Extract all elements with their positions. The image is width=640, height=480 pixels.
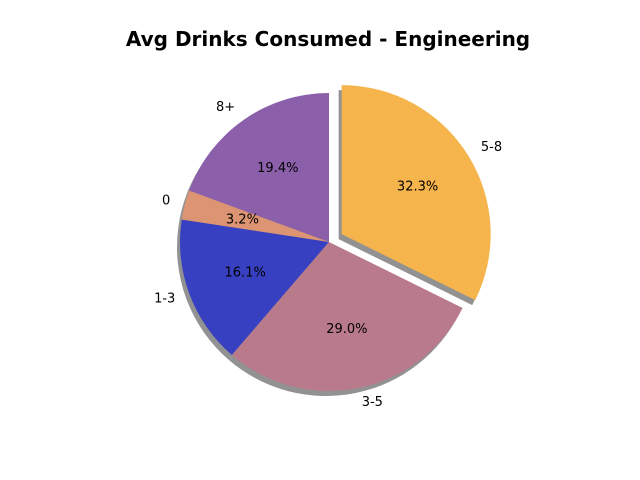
- slice-label-5-8: 5-8: [481, 140, 502, 155]
- chart-title: Avg Drinks Consumed - Engineering: [125, 27, 531, 51]
- slice-percent-1-3: 16.1%: [225, 266, 266, 281]
- slice-label-0: 0: [162, 194, 170, 209]
- pie-slice-8plus: [189, 93, 329, 242]
- slice-percent-0: 3.2%: [226, 212, 259, 227]
- slice-label-8plus: 8+: [216, 100, 235, 115]
- slice-label-1-3: 1-3: [154, 291, 175, 306]
- slice-percent-8plus: 19.4%: [257, 161, 298, 176]
- pie-slice-1-3: [180, 219, 329, 355]
- pie-slice-3-5: [231, 242, 463, 391]
- pie-slice-0: [181, 190, 329, 242]
- slice-label-3-5: 3-5: [362, 395, 383, 410]
- pie-label-layer: 8+ 19.4% 0 3.2% 1-3 16.1% 3-5 29.0% 5-8 32.3%: [154, 100, 502, 410]
- pie-slice-5-8: [341, 85, 491, 301]
- pie-wedge-layer: [180, 85, 491, 391]
- slice-percent-3-5: 29.0%: [326, 322, 367, 337]
- slice-percent-5-8: 32.3%: [397, 179, 438, 194]
